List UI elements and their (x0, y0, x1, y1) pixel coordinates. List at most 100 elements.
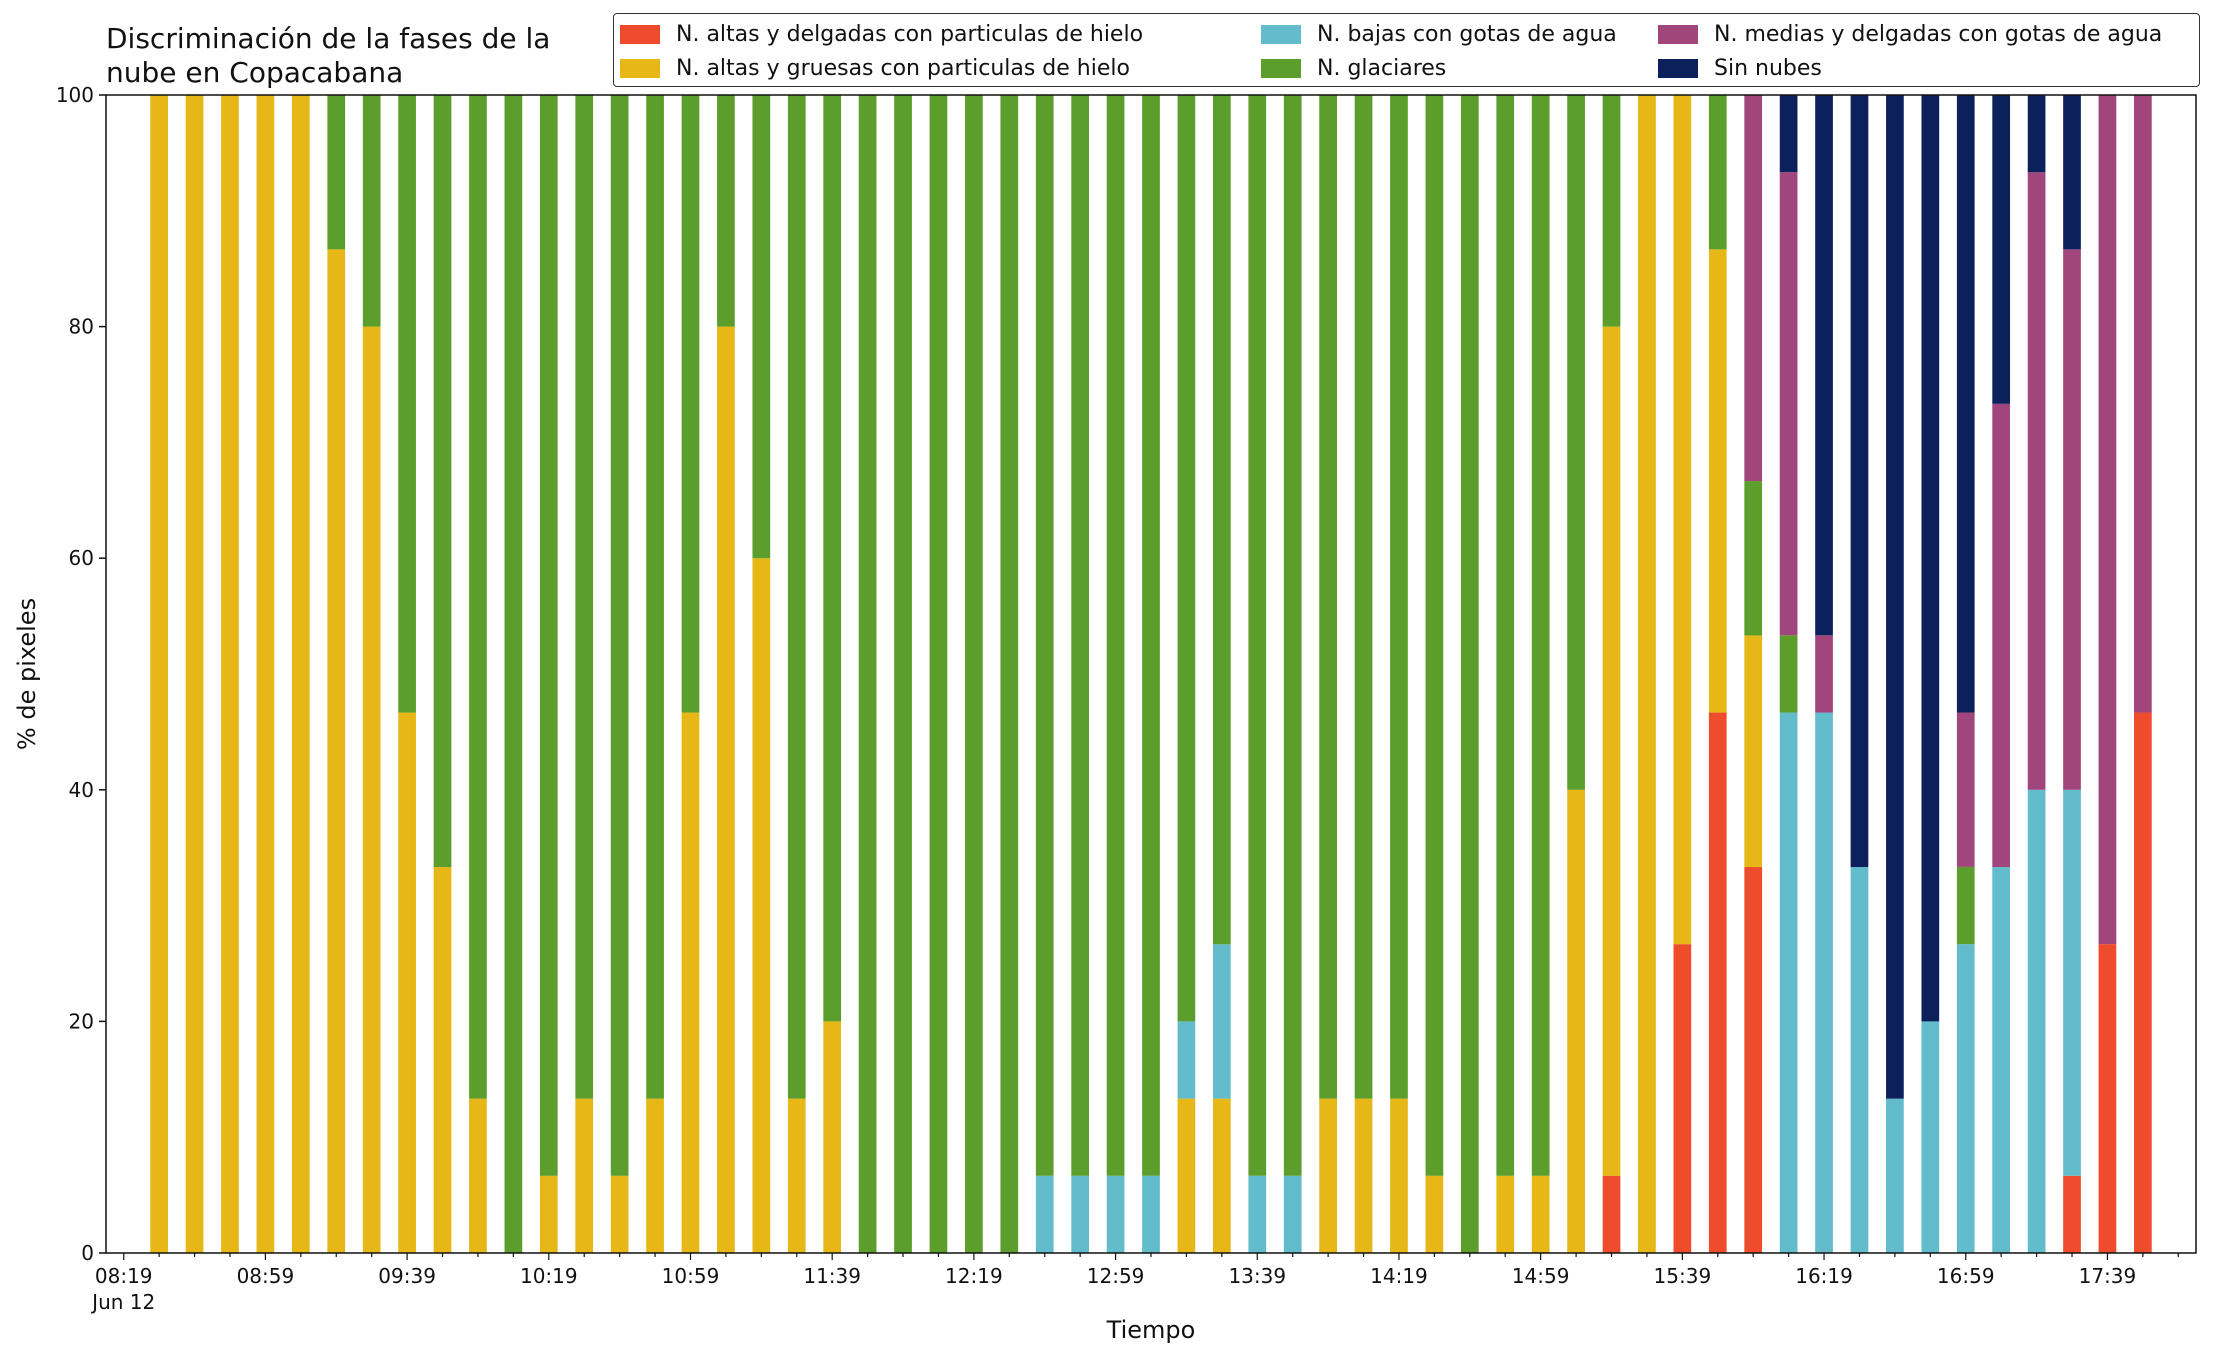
legend-label: N. medias y delgadas con gotas de agua (1714, 21, 2163, 47)
bar-segment (1390, 1098, 1408, 1253)
bar-segment (1602, 326, 1621, 1176)
bar-segment (929, 95, 948, 1253)
bar-segment (433, 867, 452, 1253)
bar-segment (1992, 95, 2011, 404)
bar-segment (2098, 95, 2117, 945)
bar-segment (1815, 94, 1833, 636)
x-axis-label: Tiempo (1106, 1316, 1196, 1344)
bar-segment (256, 95, 275, 1253)
bar-segment (894, 95, 912, 1253)
x-tick-label: 09:39 (378, 1264, 436, 1288)
bar-segment (1956, 866, 1975, 945)
legend-swatch (1658, 24, 1698, 44)
bar-segment (1992, 403, 2011, 868)
legend-item: Sin nubes (1658, 53, 1822, 83)
legend-label: N. glaciares (1317, 55, 1447, 81)
bar-segment (1779, 712, 1798, 1253)
bar-segment (1744, 95, 1763, 482)
bar-segment (823, 1021, 842, 1253)
x-tick-label: 10:59 (662, 1264, 720, 1288)
bar-segment (1815, 712, 1833, 1253)
legend-item: N. bajas con gotas de agua (1261, 19, 1617, 49)
x-tick-label: 10:19 (520, 1264, 578, 1288)
bar-segment (1106, 95, 1125, 1176)
bar-segment (1779, 94, 1798, 173)
y-tick-label: 20 (69, 1009, 94, 1033)
bar-segment (1390, 95, 1408, 1099)
bars-layer (150, 94, 2152, 1254)
bar-segment (362, 326, 381, 1254)
bar-segment (1602, 1175, 1621, 1253)
bar-segment (1106, 1175, 1125, 1253)
bar-segment (1177, 1021, 1196, 1099)
bar-segment (2063, 1175, 2081, 1253)
y-tick-label: 60 (69, 546, 94, 570)
bar-segment (1602, 95, 1621, 327)
bar-segment (823, 95, 842, 1022)
bar-segment (398, 95, 416, 713)
bar-segment (787, 1098, 806, 1253)
bar-segment (1212, 1098, 1231, 1253)
bar-segment (1886, 1098, 1904, 1253)
bar-segment (1708, 249, 1727, 713)
legend-label: N. bajas con gotas de agua (1317, 21, 1617, 47)
bar-segment (2063, 249, 2081, 790)
bar-segment (539, 95, 558, 1176)
bar-segment (1142, 1175, 1160, 1253)
y-tick-label: 0 (81, 1241, 94, 1265)
legend-swatch (1658, 58, 1698, 78)
bar-segment (1673, 95, 1692, 945)
x-tick-label: 12:19 (945, 1264, 1003, 1288)
bar-segment (327, 95, 346, 250)
bar-segment (681, 95, 700, 713)
y-axis: 0 20 40 60 80 100 (56, 83, 106, 1265)
x-tick-label: 16:19 (1795, 1264, 1853, 1288)
chart-title: Discriminación de la fases de la nube en… (106, 22, 626, 90)
bar-segment (1779, 172, 1798, 636)
bar-segment (575, 95, 594, 1099)
y-tick-label: 40 (69, 778, 94, 802)
bar-segment (1248, 1175, 1267, 1253)
y-tick-label: 80 (69, 315, 94, 339)
bar-segment (717, 95, 735, 327)
bar-segment (1071, 1175, 1090, 1253)
x-tick-label: 14:19 (1370, 1264, 1428, 1288)
legend-label: N. altas y gruesas con particulas de hie… (676, 55, 1130, 81)
x-tick-label: 15:39 (1654, 1264, 1712, 1288)
bar-segment (1460, 95, 1479, 1253)
y-tick-label: 100 (56, 83, 94, 107)
bar-segment (1177, 1098, 1196, 1253)
bar-segment (1744, 635, 1763, 868)
bar-segment (150, 95, 168, 1253)
bar-segment (1708, 712, 1727, 1253)
bar-segment (1956, 95, 1975, 713)
x-tick-label: 16:59 (1937, 1264, 1995, 1288)
bar-segment (1177, 95, 1196, 1022)
bar-segment (1283, 95, 1302, 1176)
bar-segment (1354, 1098, 1373, 1253)
legend-item: N. altas y delgadas con particulas de hi… (620, 19, 1143, 49)
bar-segment (1850, 95, 1869, 868)
y-axis-label: % de pixeles (13, 598, 41, 750)
bar-segment (752, 95, 771, 559)
x-tick-label: 08:19 (95, 1264, 153, 1288)
legend-swatch (620, 58, 660, 78)
bar-segment (1496, 95, 1515, 1176)
x-tick-label: 14:59 (1512, 1264, 1570, 1288)
bar-segment (1035, 95, 1054, 1176)
x-tick-label: 12:59 (1087, 1264, 1145, 1288)
bar-segment (2063, 95, 2081, 250)
bar-segment (469, 95, 487, 1099)
bar-segment (1319, 95, 1337, 1099)
bar-segment (1992, 867, 2011, 1253)
bar-segment (1921, 95, 1940, 1022)
bar-segment (1956, 712, 1975, 867)
bar-segment (469, 1098, 487, 1253)
bar-segment (610, 95, 629, 1176)
bar-segment (1248, 95, 1267, 1176)
bar-segment (1496, 1175, 1515, 1253)
bar-segment (1212, 95, 1231, 945)
bar-segment (2027, 789, 2046, 1253)
x-tick-label: 13:39 (1228, 1264, 1286, 1288)
